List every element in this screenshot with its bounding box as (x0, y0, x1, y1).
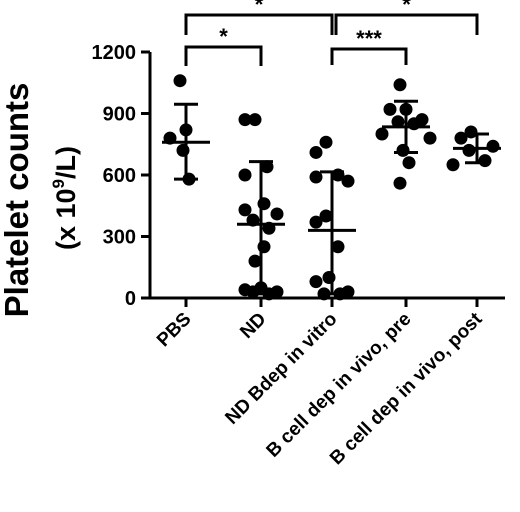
data-point (446, 158, 460, 172)
y-tick-label: 900 (103, 104, 136, 126)
data-point (238, 113, 252, 127)
data-point (486, 139, 500, 153)
bracket-line (184, 45, 263, 66)
data-point (454, 131, 468, 145)
x-tick-label: ND (236, 309, 270, 343)
y-axis-unit-prefix: (x 10 (51, 188, 81, 250)
data-marks (162, 74, 501, 301)
y-tick-label: 600 (103, 165, 136, 187)
y-axis-title-line2: (x 109/L) (49, 146, 81, 250)
data-point (423, 131, 437, 145)
y-tick-label: 1200 (92, 42, 137, 64)
data-point (478, 154, 492, 168)
group-1 (237, 113, 285, 301)
significance-label: *** (356, 26, 382, 51)
data-point (396, 143, 410, 157)
significance-bracket: * (184, 0, 334, 35)
y-axis-unit-suffix: /L) (51, 146, 81, 179)
data-point (248, 113, 262, 127)
bracket-line (330, 47, 408, 65)
data-point (391, 115, 405, 129)
data-point (309, 275, 323, 289)
group-3 (375, 78, 437, 190)
group-4 (446, 125, 501, 172)
data-point (375, 127, 389, 141)
data-point (238, 203, 252, 217)
significance-label: * (219, 24, 228, 49)
data-point (246, 285, 260, 299)
x-tick-label: B cell dep in vivo, pre (263, 309, 416, 462)
significance-bracket: * (334, 0, 479, 35)
data-point (309, 215, 323, 229)
group-2 (308, 135, 356, 301)
data-point (322, 271, 336, 284)
data-point (176, 143, 190, 157)
data-point (260, 160, 274, 174)
y-tick-label: 300 (103, 227, 136, 249)
significance-bracket: * (184, 24, 263, 66)
data-point (341, 174, 355, 188)
significance-label: * (402, 0, 411, 17)
data-point (270, 207, 284, 221)
data-point (393, 78, 407, 92)
y-axis-title: Platelet counts (x 109/L) (0, 83, 81, 318)
data-point (319, 135, 333, 149)
data-point (257, 240, 271, 254)
bracket-line (334, 13, 479, 35)
data-point (402, 156, 416, 170)
y-axis-unit-exponent: 9 (49, 179, 68, 188)
data-point (319, 209, 333, 223)
data-point (331, 240, 345, 254)
data-point (462, 143, 476, 157)
group-0 (162, 74, 210, 186)
significance-bracket: *** (330, 26, 408, 65)
data-point (173, 74, 187, 88)
y-tick-label: 0 (125, 288, 136, 310)
bracket-line (184, 13, 334, 35)
x-tick-label: PBS (153, 309, 195, 351)
data-point (248, 254, 262, 268)
data-point (383, 102, 397, 116)
significance-brackets: ****** (184, 0, 479, 66)
significance-label: * (255, 0, 264, 17)
data-point (309, 170, 323, 184)
data-point (257, 197, 271, 211)
data-point (393, 176, 407, 190)
y-axis-title-line1: Platelet counts (0, 83, 35, 318)
data-point (238, 168, 252, 182)
data-point (309, 145, 323, 159)
